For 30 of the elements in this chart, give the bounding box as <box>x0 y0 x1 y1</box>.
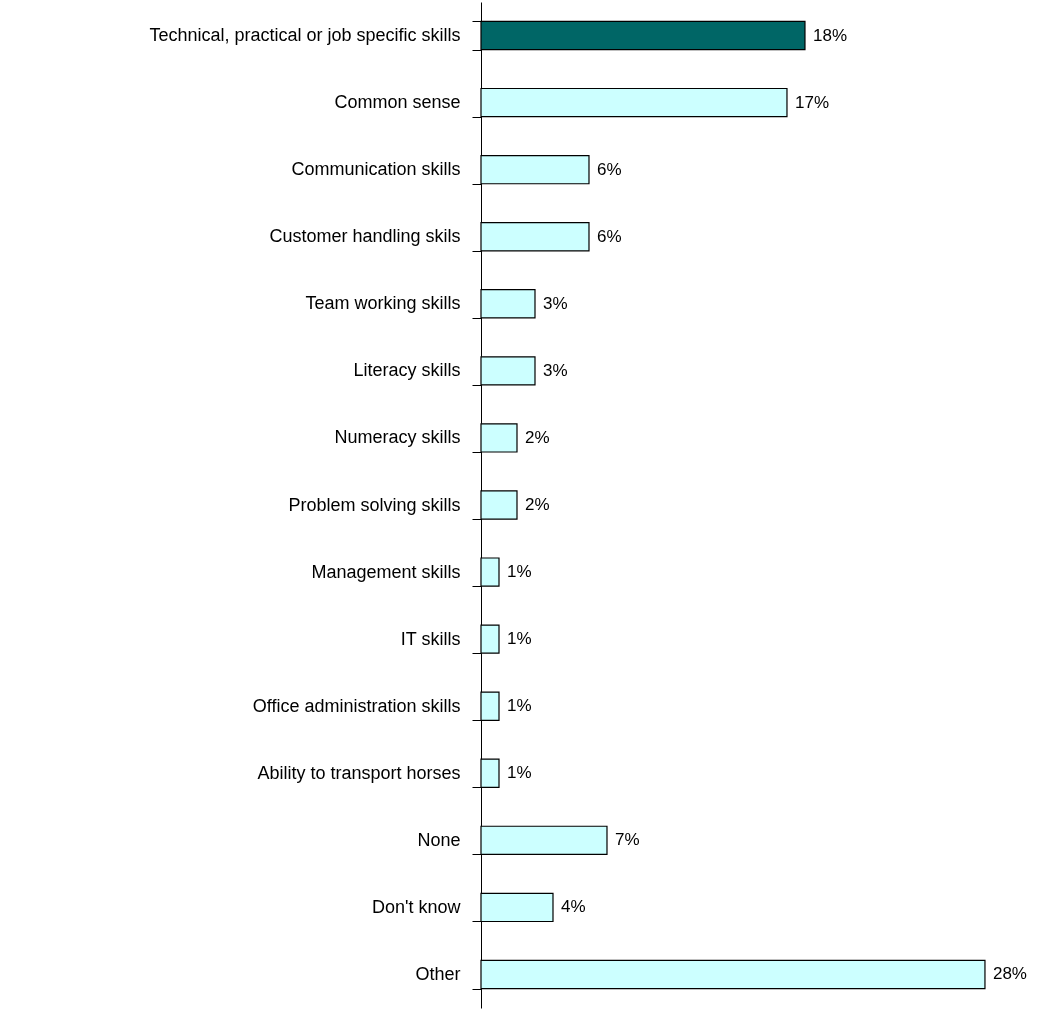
y-tick-label: Communication skills <box>291 159 461 180</box>
y-tick-label: Team working skills <box>305 293 461 314</box>
y-tick-label: Numeracy skills <box>334 427 461 448</box>
data-label: 1% <box>507 763 532 783</box>
y-tick-label: Problem solving skills <box>288 494 461 515</box>
y-tick-label: Don't know <box>372 896 462 917</box>
data-label: 2% <box>525 427 550 447</box>
y-tick-label: Management skills <box>311 561 461 582</box>
y-tick-label: IT skills <box>400 628 461 649</box>
y-tick-label: None <box>417 829 461 850</box>
y-tick-label: Common sense <box>334 92 461 113</box>
data-label: 7% <box>614 830 640 850</box>
data-label: 4% <box>560 897 586 917</box>
y-tick-label: Customer handling skils <box>269 226 461 247</box>
y-tick-label: Technical, practical or job specific skills <box>149 25 461 46</box>
data-label: 1% <box>507 562 532 582</box>
data-label: 6% <box>596 226 622 246</box>
data-label: 18% <box>812 25 848 45</box>
y-tick-label: Other <box>415 963 461 984</box>
data-label: 3% <box>543 360 568 380</box>
data-label: 17% <box>794 92 830 112</box>
data-label: 2% <box>525 495 550 514</box>
data-label: 3% <box>543 293 568 313</box>
y-tick-label: Office administration skills <box>252 695 461 716</box>
data-label: 1% <box>507 629 532 649</box>
data-label: 28% <box>992 964 1027 984</box>
y-tick-label: Literacy skills <box>353 360 461 381</box>
y-tick-label: Ability to transport horses <box>257 762 461 783</box>
data-label: 1% <box>507 696 532 716</box>
data-label: 6% <box>596 159 622 179</box>
